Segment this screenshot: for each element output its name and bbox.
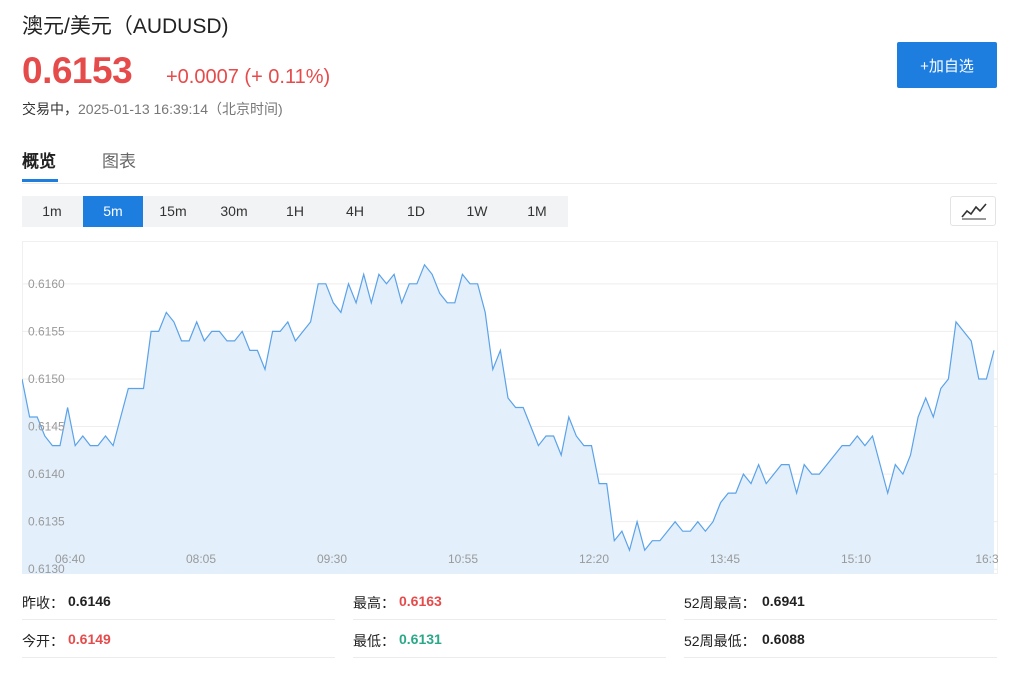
price-change: +0.0007 (+ 0.11%) bbox=[166, 66, 331, 88]
stat-value: 0.6131 bbox=[399, 631, 442, 647]
status-text: 交易中， bbox=[22, 101, 78, 117]
stat-label: 52周最低： bbox=[684, 633, 756, 649]
price-area bbox=[22, 264, 994, 574]
tab-bar: 概览 图表 bbox=[22, 140, 997, 184]
period-selector: 1m 5m 15m 30m 1H 4H 1D 1W 1M bbox=[22, 196, 568, 227]
x-tick-label: 16:3 bbox=[975, 552, 998, 566]
y-tick-label: 0.6145 bbox=[28, 420, 65, 434]
period-4h[interactable]: 4H bbox=[346, 203, 364, 219]
stat-value: 0.6163 bbox=[399, 593, 442, 609]
y-tick-label: 0.6135 bbox=[28, 515, 65, 529]
line-chart-icon bbox=[961, 203, 987, 220]
period-1d[interactable]: 1D bbox=[407, 203, 425, 219]
stat-low: 最低： 0.6131 bbox=[353, 620, 666, 658]
x-tick-label: 12:20 bbox=[579, 552, 609, 566]
period-30m[interactable]: 30m bbox=[220, 203, 248, 219]
add-to-watchlist-button[interactable]: +加自选 bbox=[897, 42, 997, 88]
current-price: 0.6153 bbox=[22, 50, 133, 91]
chart-type-button[interactable] bbox=[950, 196, 996, 226]
y-tick-label: 0.6160 bbox=[28, 277, 65, 291]
page-title: 澳元/美元（AUDUSD) bbox=[22, 15, 229, 38]
y-tick-label: 0.6130 bbox=[28, 562, 65, 574]
stat-value: 0.6941 bbox=[762, 593, 805, 609]
x-tick-label: 06:40 bbox=[55, 552, 85, 566]
stat-label: 昨收： bbox=[22, 595, 64, 611]
stat-value: 0.6149 bbox=[68, 631, 111, 647]
stat-label: 最低： bbox=[353, 633, 395, 649]
y-tick-label: 0.6150 bbox=[28, 372, 65, 386]
period-15m[interactable]: 15m bbox=[159, 203, 187, 219]
price-chart: 0.6160 0.6155 0.6150 0.6145 0.6140 0.6135 0.61… bbox=[22, 263, 998, 574]
stat-52w-low: 52周最低： 0.6088 bbox=[684, 620, 997, 658]
tab-chart[interactable]: 图表 bbox=[102, 152, 136, 171]
period-1mo[interactable]: 1M bbox=[527, 203, 547, 219]
tab-overview[interactable]: 概览 bbox=[22, 152, 56, 171]
y-tick-label: 0.6155 bbox=[28, 324, 65, 338]
trading-status: 交易中，2025-01-13 16:39:14（北京时间) bbox=[22, 99, 283, 119]
x-tick-label: 09:30 bbox=[317, 552, 347, 566]
x-tick-label: 10:55 bbox=[448, 552, 478, 566]
x-tick-label: 08:05 bbox=[186, 552, 216, 566]
period-1h[interactable]: 1H bbox=[286, 203, 304, 219]
active-tab-indicator bbox=[22, 179, 58, 182]
stat-value: 0.6088 bbox=[762, 631, 805, 647]
stat-label: 最高： bbox=[353, 595, 395, 611]
period-1m[interactable]: 1m bbox=[42, 203, 62, 219]
y-tick-label: 0.6140 bbox=[28, 467, 65, 481]
x-tick-label: 13:45 bbox=[710, 552, 740, 566]
stat-open: 今开： 0.6149 bbox=[22, 620, 335, 658]
stat-value: 0.6146 bbox=[68, 593, 111, 609]
stat-label: 今开： bbox=[22, 633, 64, 649]
timestamp: 2025-01-13 16:39:14（北京时间) bbox=[78, 101, 283, 117]
price-line bbox=[22, 263, 995, 553]
stat-52w-high: 52周最高： 0.6941 bbox=[684, 582, 997, 620]
x-tick-label: 15:10 bbox=[841, 552, 871, 566]
stat-label: 52周最高： bbox=[684, 595, 756, 611]
stat-high: 最高： 0.6163 bbox=[353, 582, 666, 620]
period-5m[interactable]: 5m bbox=[83, 196, 143, 227]
period-1w[interactable]: 1W bbox=[466, 203, 488, 219]
stat-prev-close: 昨收： 0.6146 bbox=[22, 582, 335, 620]
